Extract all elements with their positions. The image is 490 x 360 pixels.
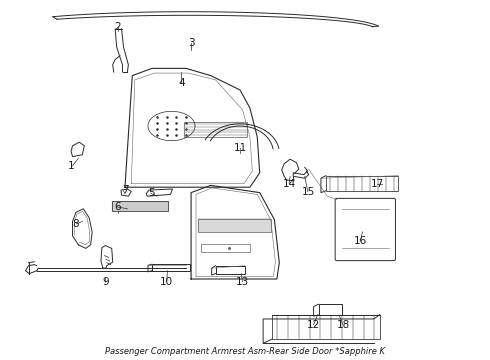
Text: 18: 18	[336, 320, 350, 330]
Text: 12: 12	[307, 320, 320, 330]
Text: 16: 16	[353, 236, 367, 246]
Bar	[198, 219, 271, 232]
Bar	[326, 176, 398, 191]
Text: 13: 13	[236, 276, 249, 287]
Bar	[152, 264, 190, 271]
Bar	[272, 315, 380, 339]
Text: 7: 7	[122, 185, 128, 195]
Bar	[201, 244, 250, 252]
Text: 17: 17	[370, 179, 384, 189]
Text: 1: 1	[68, 161, 74, 171]
Text: 10: 10	[160, 276, 173, 287]
Text: 11: 11	[233, 143, 247, 153]
Bar	[216, 266, 245, 274]
Text: Passenger Compartment Armrest Asm-Rear Side Door *Sapphire K: Passenger Compartment Armrest Asm-Rear S…	[105, 347, 385, 356]
Text: 3: 3	[188, 38, 195, 48]
Text: 14: 14	[282, 179, 296, 189]
Text: 5: 5	[148, 188, 155, 198]
Text: 4: 4	[178, 78, 185, 88]
Text: 2: 2	[114, 22, 121, 32]
Text: 9: 9	[102, 276, 109, 287]
Bar	[184, 122, 247, 137]
Text: 6: 6	[114, 202, 121, 212]
Bar	[112, 201, 168, 211]
Text: 15: 15	[302, 186, 316, 197]
Text: 8: 8	[73, 219, 79, 229]
Bar	[318, 304, 342, 315]
